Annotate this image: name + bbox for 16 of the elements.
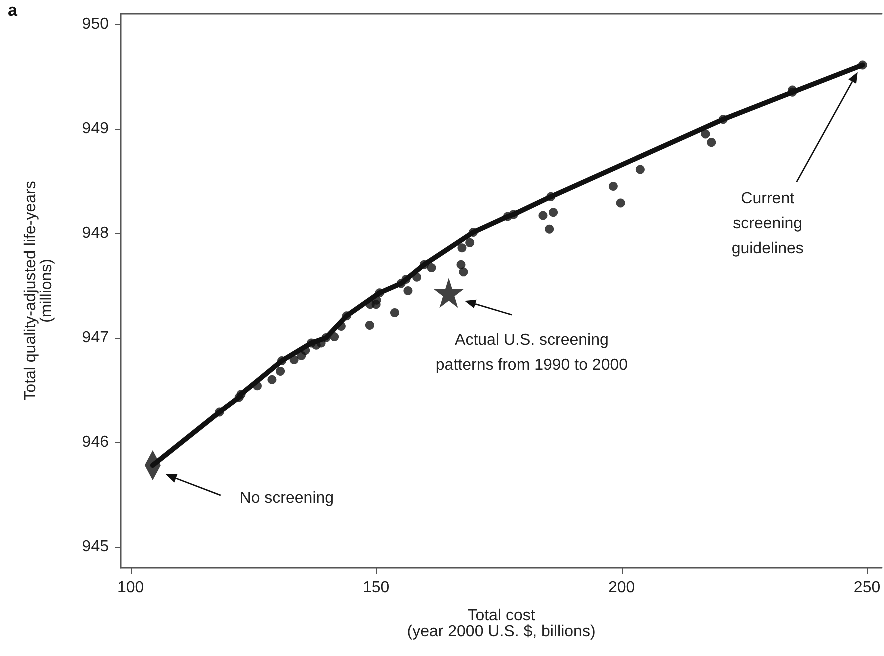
y-tick-label: 949	[82, 120, 110, 138]
y-tick-label: 947	[82, 330, 110, 347]
text: a	[8, 1, 18, 20]
annotation: Actual U.S. screening patterns from 1990 to 2000	[436, 332, 628, 374]
annotation: No screening	[240, 490, 334, 508]
x-tick-label: 100	[117, 580, 144, 596]
y-tick-label: 945	[82, 538, 110, 556]
y-tick-label: 946	[82, 434, 110, 452]
y-axis-title: Total quality-adjusted life-years (millions)	[22, 181, 56, 401]
y-tick-label: 950	[82, 16, 110, 33]
y-tick-label: 948	[82, 225, 110, 242]
x-tick-label: 200	[608, 580, 636, 596]
annotation: Current screening guidelines	[732, 190, 804, 258]
x-axis-title: Total cost (year 2000 U.S. $, billions)	[407, 608, 596, 640]
x-tick-label: 150	[362, 580, 390, 596]
x-tick-label: 250	[854, 580, 881, 596]
